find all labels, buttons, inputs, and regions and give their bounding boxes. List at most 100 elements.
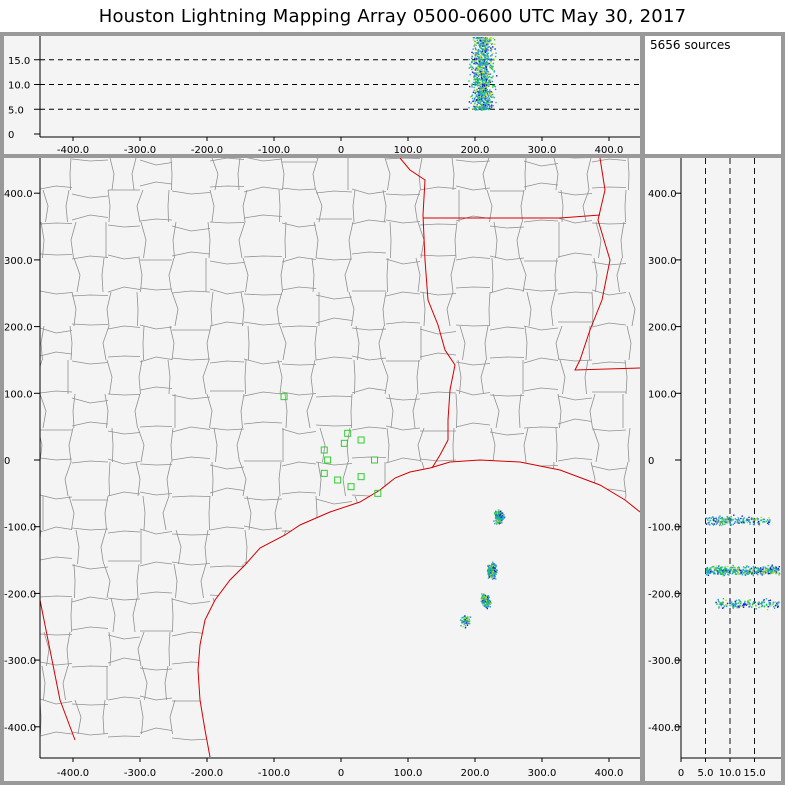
altitude-source-point — [490, 100, 492, 103]
ns-source-point — [770, 571, 772, 573]
county-line — [620, 221, 625, 259]
altitude-source-point — [471, 83, 473, 85]
ns-source-point — [762, 568, 764, 571]
altitude-source-point — [480, 76, 483, 79]
altitude-source-point — [471, 84, 473, 86]
plan-source-point — [499, 515, 502, 517]
plan-source-point — [482, 593, 485, 596]
altitude-source-point — [486, 105, 488, 107]
altitude-source-point — [491, 96, 493, 99]
altitude-source-point — [488, 80, 490, 82]
county-line — [489, 326, 525, 331]
altitude-source-point — [476, 85, 479, 87]
ns-source-point — [739, 569, 742, 571]
ns-source-point — [734, 569, 736, 572]
altitude-source-point — [494, 43, 496, 45]
ns-source-point — [762, 521, 764, 523]
plan-view-sources — [460, 509, 506, 629]
county-line — [344, 257, 352, 293]
altitude-source-point — [485, 108, 487, 110]
ns-source-point — [716, 603, 718, 605]
ns-source-point — [750, 517, 753, 519]
ns-source-point — [723, 569, 725, 572]
ns-source-point — [762, 567, 765, 569]
plan-source-point — [482, 597, 484, 599]
altitude-source-point — [480, 89, 483, 91]
ns-x-tick-label: 5.0 — [698, 768, 714, 779]
plan-source-point — [490, 573, 492, 576]
lma-stations — [280, 393, 382, 497]
ns-sources — [705, 514, 781, 611]
plan-source-point — [491, 572, 493, 575]
county-line — [171, 357, 211, 361]
altitude-source-point — [477, 80, 479, 82]
plan-source-point — [494, 567, 496, 569]
ns-source-point — [721, 570, 724, 572]
altitude-source-point — [477, 99, 479, 102]
ns-source-point — [723, 574, 726, 577]
ns-source-point — [708, 523, 710, 525]
county-line — [209, 185, 245, 188]
ns-source-point — [734, 568, 737, 571]
lma-station-marker — [320, 446, 328, 454]
county-line — [237, 158, 241, 191]
county-line — [595, 221, 602, 259]
county-line — [281, 286, 317, 291]
county-line — [351, 387, 387, 394]
county-line — [209, 565, 245, 568]
altitude-source-point — [478, 60, 481, 63]
county-line — [523, 427, 529, 463]
plan-source-point — [490, 571, 493, 574]
altitude-source-point — [479, 100, 481, 102]
ns-source-point — [722, 569, 725, 571]
county-line — [489, 356, 525, 359]
county-line — [591, 428, 627, 432]
ns-source-point — [742, 518, 744, 520]
county-line — [40, 222, 73, 225]
ns-source-point — [767, 564, 769, 567]
ns-source-point — [721, 520, 723, 523]
ns-source-point — [737, 520, 739, 522]
ns-source-point — [742, 606, 745, 608]
ns-source-point — [739, 605, 742, 607]
ns-source-point — [757, 573, 759, 576]
ns-source-point — [775, 567, 778, 569]
ns-source-point — [709, 571, 712, 573]
ns-source-point — [707, 572, 709, 575]
altitude-source-point — [482, 66, 484, 68]
county-line — [591, 289, 627, 296]
ns-source-point — [755, 571, 758, 574]
altitude-source-point — [490, 101, 492, 104]
plan-source-point — [488, 575, 491, 577]
altitude-source-point — [481, 48, 484, 51]
altitude-source-point — [483, 73, 486, 76]
plan-source-point — [498, 516, 500, 518]
plan-source-point — [484, 602, 487, 605]
ns-source-point — [713, 573, 715, 575]
county-line — [70, 221, 77, 259]
county-line — [582, 189, 590, 223]
plan-source-point — [495, 521, 497, 524]
arkansas-louisiana-border — [423, 214, 601, 219]
county-line — [589, 393, 596, 429]
county-line — [490, 427, 496, 463]
ns-source-point — [721, 566, 723, 568]
altitude-source-point — [493, 71, 495, 73]
ns-source-point — [778, 566, 781, 568]
ns-source-point — [773, 605, 775, 608]
ns-source-point — [737, 521, 739, 524]
altitude-source-point — [477, 41, 479, 44]
altitude-source-point — [484, 37, 487, 40]
altitude-source-point — [480, 73, 483, 75]
plan-source-point — [461, 621, 463, 624]
altitude-source-point — [480, 80, 482, 82]
altitude-source-point — [490, 107, 492, 110]
altitude-source-point — [478, 94, 480, 97]
altitude-source-point — [472, 100, 475, 102]
plan-source-point — [503, 516, 506, 518]
altitude-source-point — [489, 38, 492, 40]
county-line — [209, 526, 245, 531]
altitude-source-point — [492, 37, 494, 40]
plan-source-point — [485, 598, 487, 601]
map-x-tick-label: -200.0 — [191, 768, 223, 779]
